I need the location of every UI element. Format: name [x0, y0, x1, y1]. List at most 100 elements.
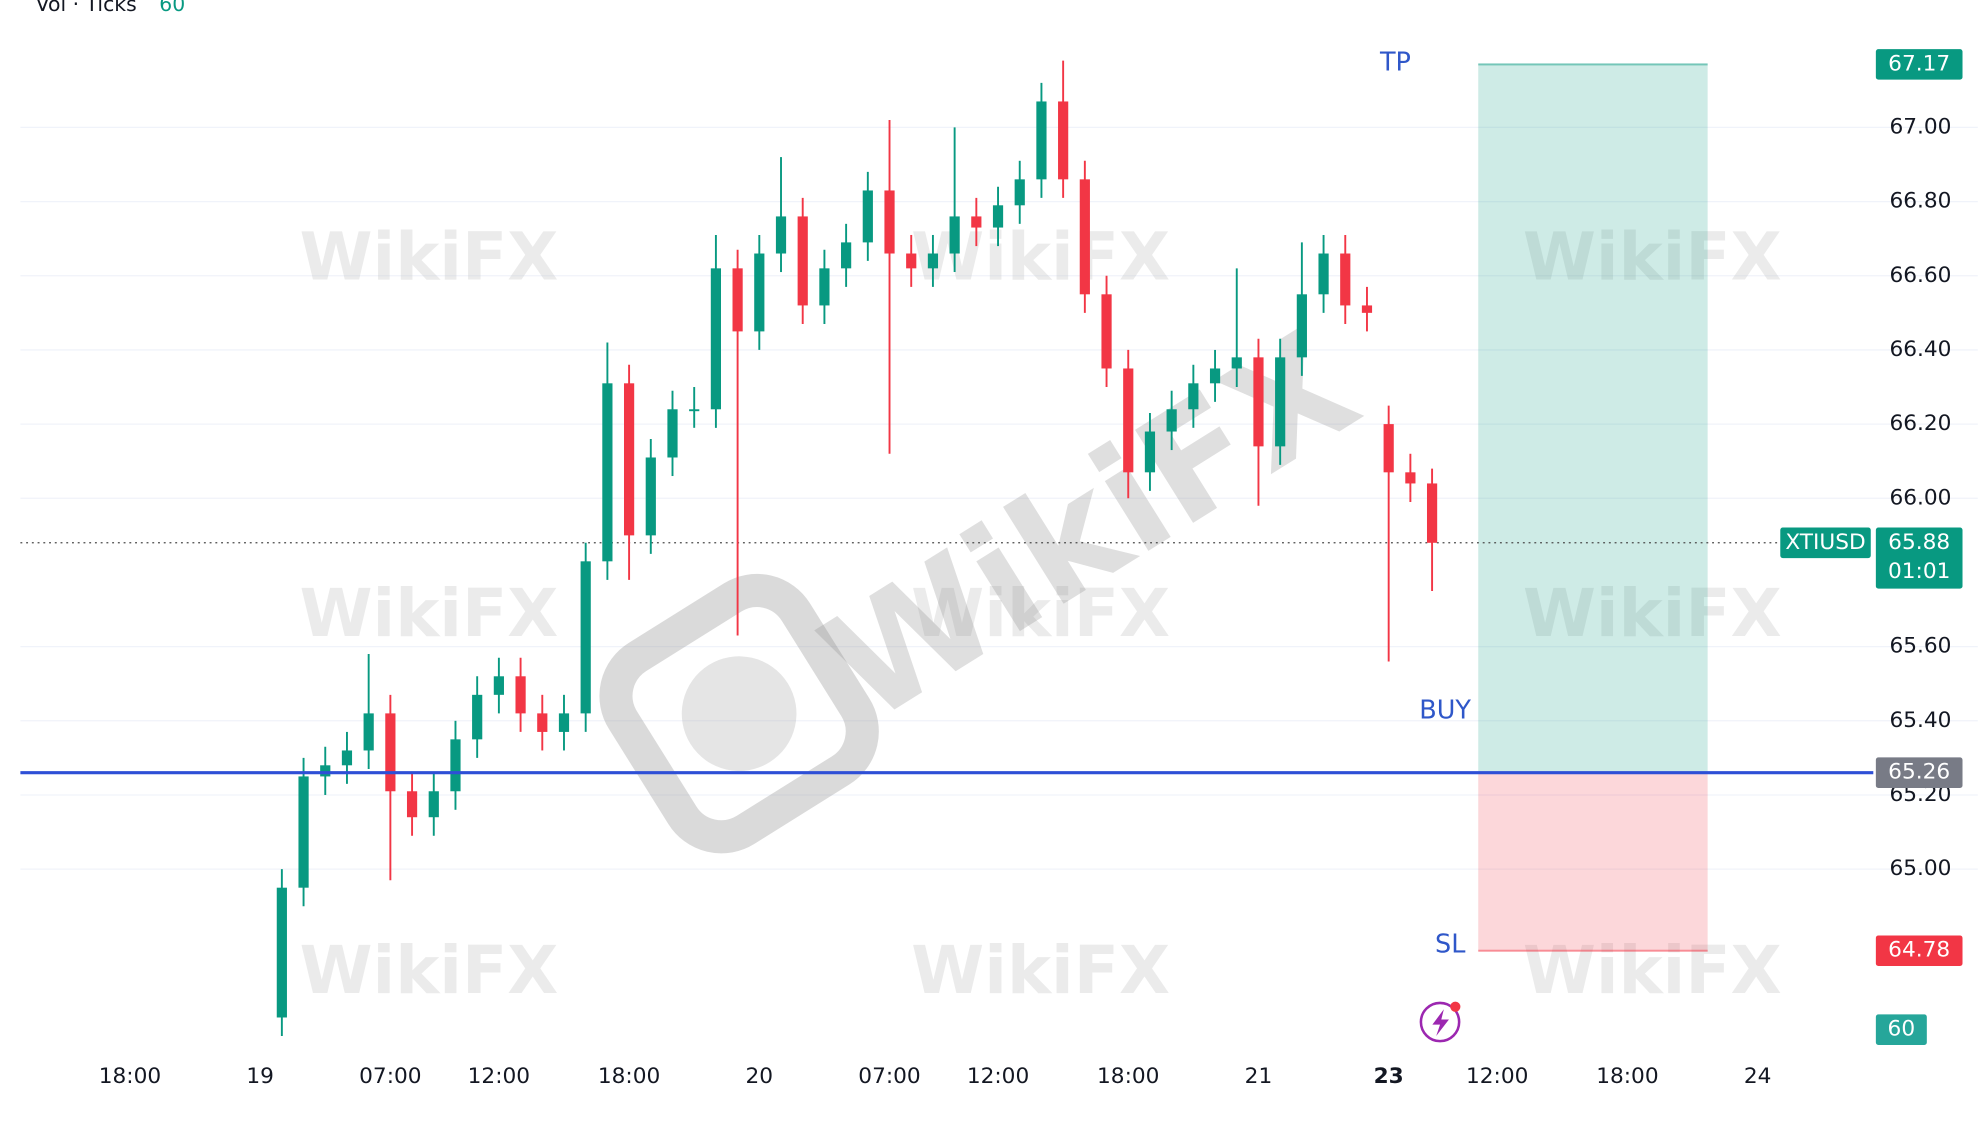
volume-legend: Vol · Ticks: [36, 0, 137, 16]
candle-body: [971, 216, 982, 228]
last-price-bg: [1875, 527, 1963, 589]
x-tick-label: 19: [246, 1064, 274, 1089]
x-tick-label: 07:00: [359, 1064, 421, 1089]
candle-body: [732, 268, 743, 332]
candle-body: [580, 561, 591, 714]
candle-body: [623, 383, 635, 536]
candle-body: [949, 216, 960, 254]
candle-body: [906, 253, 917, 269]
candle-body: [1275, 357, 1286, 447]
volume-legend-value: 60: [159, 0, 185, 16]
candle-body: [1426, 483, 1438, 543]
symbol-label: XTIUSD: [1785, 530, 1865, 555]
candle-body: [1014, 179, 1025, 206]
watermark: WikiFX: [1523, 217, 1782, 295]
candle-body: [363, 713, 374, 751]
watermark: WikiFX: [299, 574, 558, 652]
candle-body: [775, 216, 787, 254]
y-tick-label: 65.40: [1889, 708, 1951, 733]
sl-label: SL: [1435, 930, 1466, 960]
candle-body: [298, 776, 309, 888]
x-tick-label: 21: [1245, 1064, 1273, 1089]
candle-body: [797, 216, 808, 306]
watermark: WikiFX: [299, 931, 558, 1009]
x-tick-label: 23: [1374, 1064, 1404, 1089]
candle-body: [558, 713, 570, 732]
last-price-label: 65.88: [1888, 530, 1950, 555]
volume-badge-bg: [1875, 1014, 1927, 1045]
candle-body: [1209, 368, 1221, 384]
y-tick-label: 66.80: [1889, 189, 1951, 214]
candle-body: [1361, 305, 1373, 313]
candle-body: [1123, 368, 1134, 473]
candle-body: [472, 694, 483, 740]
candle-body: [428, 791, 439, 818]
candle-body: [1144, 431, 1156, 473]
sl-price-label-bg: [1875, 935, 1963, 967]
x-tick-label: 20: [746, 1064, 774, 1089]
x-tick-label: 12:00: [967, 1064, 1029, 1089]
candle-body: [884, 190, 895, 254]
x-tick-label: 18:00: [1596, 1064, 1658, 1089]
candle-body: [450, 739, 461, 792]
y-tick-label: 66.40: [1889, 337, 1951, 362]
stop-loss-zone: [1478, 772, 1708, 951]
y-tick-label: 66.00: [1889, 485, 1951, 510]
tp-label: TP: [1379, 48, 1411, 78]
x-tick-label: 07:00: [858, 1064, 920, 1089]
candle-body: [689, 409, 700, 412]
candle-body: [862, 190, 873, 243]
candle-body: [276, 887, 287, 1018]
y-tick-label: 66.60: [1889, 263, 1951, 288]
x-tick-label: 12:00: [1466, 1064, 1528, 1089]
candle-body: [493, 676, 504, 695]
candle-body: [1058, 101, 1069, 180]
candle-body: [1036, 101, 1047, 180]
candle-body: [515, 676, 526, 714]
y-tick-label: 65.60: [1889, 634, 1951, 659]
watermark: WikiFX: [299, 217, 558, 295]
candle-body: [819, 268, 830, 306]
watermark: WikiFX: [911, 574, 1170, 652]
watermark: WikiFX: [911, 931, 1170, 1009]
entry-price-label: 65.26: [1888, 760, 1950, 785]
candle-body: [710, 268, 722, 410]
candle-body: [1340, 253, 1351, 306]
y-tick-label: 67.00: [1889, 114, 1951, 139]
watermark: WikiFX: [1523, 931, 1782, 1009]
candle-body: [1296, 294, 1307, 358]
candle-body: [1166, 409, 1177, 432]
x-tick-label: 24: [1744, 1064, 1772, 1089]
candle-body: [341, 750, 353, 766]
candle-body: [1383, 424, 1394, 473]
y-tick-label: 66.20: [1889, 411, 1951, 436]
candle-body: [1101, 294, 1112, 369]
x-tick-label: 18:00: [1097, 1064, 1159, 1089]
candle-body: [841, 242, 852, 269]
volume-badge: 60: [1888, 1017, 1916, 1042]
candle-body: [1188, 383, 1199, 410]
candle-body: [754, 253, 765, 332]
x-tick-label: 12:00: [468, 1064, 530, 1089]
symbol-label-bg: [1780, 527, 1871, 559]
candle-body: [385, 713, 396, 792]
candle-body: [602, 383, 613, 562]
plot: TP BUY SL: [20, 48, 1874, 1037]
candle-body: [1079, 179, 1090, 295]
candle-body: [406, 791, 418, 818]
take-profit-zone: [1478, 64, 1708, 773]
candle-body: [667, 409, 678, 458]
alert-icon[interactable]: [1419, 1001, 1461, 1043]
candle-body: [992, 205, 1004, 228]
x-tick-label: 18:00: [598, 1064, 660, 1089]
candle-body: [1405, 472, 1416, 484]
candle-body: [1253, 357, 1264, 447]
grid: [20, 126, 1978, 870]
candle-body: [1231, 357, 1242, 369]
y-tick-label: 65.00: [1889, 856, 1951, 881]
candle-body: [320, 765, 331, 777]
candle-body: [645, 457, 656, 536]
sl-price-label: 64.78: [1888, 938, 1950, 963]
